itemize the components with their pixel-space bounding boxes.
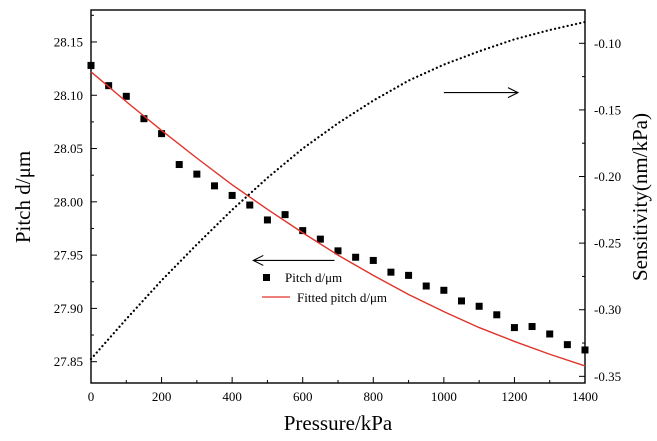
pitch-data-point — [387, 268, 395, 276]
left-y-tick-label: 27.85 — [54, 354, 83, 369]
pitch-data-point — [211, 182, 218, 190]
pitch-data-point — [405, 271, 413, 279]
pitch-data-point — [228, 191, 236, 199]
left-y-axis-title: Pitch d/μm — [11, 151, 35, 243]
pitch-data-point — [369, 256, 377, 264]
pitch-data-point — [87, 61, 95, 69]
left-y-tick-label: 28.15 — [54, 34, 83, 49]
x-axis-ticks: 0 200 400 600 800 1000 1200 1400 — [88, 377, 598, 404]
right-y-axis-ticks: -0.35 -0.30 -0.25 -0.20 -0.15 -0.10 — [579, 36, 621, 384]
right-y-tick-label: -0.20 — [594, 169, 621, 184]
pitch-data-point — [422, 282, 430, 290]
pitch-data-point — [528, 323, 536, 331]
right-y-axis-title: Sensitivity(nm/kPa) — [628, 113, 652, 281]
left-y-tick-label: 28.00 — [54, 194, 83, 209]
pitch-data-point — [493, 311, 501, 319]
pitch-data-point — [475, 302, 483, 310]
pitch-data-point — [246, 201, 254, 209]
pitch-data-point — [140, 115, 148, 123]
pitch-data-point — [122, 92, 130, 100]
pitch-data-point — [352, 253, 360, 261]
pitch-data-point — [546, 330, 554, 338]
right-y-tick-label: -0.30 — [594, 302, 621, 317]
right-y-tick-label: -0.10 — [594, 36, 621, 51]
pitch-data-point — [458, 297, 465, 305]
right-y-tick-label: -0.35 — [594, 369, 621, 384]
pitch-data-point — [316, 235, 324, 243]
pitch-data-point — [175, 161, 183, 169]
left-y-tick-label: 28.05 — [54, 141, 83, 156]
pitch-data-point — [510, 324, 518, 332]
pitch-data-point — [281, 211, 289, 219]
x-tick-label: 600 — [293, 389, 313, 404]
arrow-left-head — [252, 254, 264, 266]
pitch-data-point — [263, 216, 271, 224]
x-tick-label: 1200 — [501, 389, 527, 404]
left-y-tick-label: 27.95 — [54, 248, 83, 263]
x-tick-label: 400 — [222, 389, 242, 404]
x-tick-label: 0 — [88, 389, 95, 404]
pitch-data-point — [440, 286, 448, 294]
left-y-tick-label: 27.90 — [54, 301, 83, 316]
x-axis-title: Pressure/kPa — [284, 411, 393, 435]
legend-label-fit: Fitted pitch d/μm — [297, 290, 387, 305]
pitch-data-point — [299, 227, 307, 235]
x-tick-label: 200 — [152, 389, 172, 404]
x-tick-label: 1000 — [431, 389, 457, 404]
x-tick-label: 1400 — [572, 389, 598, 404]
arrow-right-head — [507, 87, 520, 99]
series-layer — [87, 20, 589, 367]
pitch-data-point — [563, 341, 571, 349]
right-y-tick-label: -0.15 — [594, 102, 621, 117]
legend: Pitch d/μm Fitted pitch d/μm — [262, 270, 387, 305]
legend-label-scatter: Pitch d/μm — [285, 270, 342, 285]
fitted-pitch-line — [90, 71, 586, 367]
pitch-data-point — [158, 130, 166, 138]
arrow-layer — [252, 87, 520, 266]
pitch-data-point — [581, 346, 589, 354]
pitch-data-point — [193, 170, 201, 178]
right-y-tick-label: -0.25 — [594, 236, 621, 251]
pitch-data-point — [105, 82, 113, 90]
pitch-data-point — [334, 247, 342, 255]
left-y-axis-ticks: 27.85 27.90 27.95 28.00 28.05 28.10 28.15 — [54, 14, 97, 369]
legend-marker-scatter — [263, 274, 270, 281]
x-tick-label: 800 — [364, 389, 384, 404]
left-y-tick-label: 28.10 — [54, 88, 83, 103]
